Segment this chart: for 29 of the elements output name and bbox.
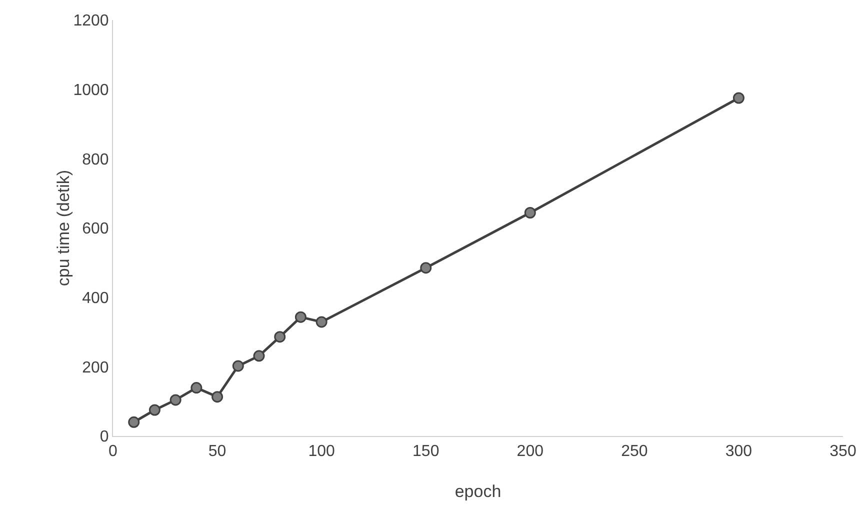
point bbox=[148, 404, 160, 416]
y-tick-label: 1000 bbox=[73, 82, 109, 99]
point bbox=[294, 311, 306, 323]
point bbox=[212, 391, 224, 403]
x-tick-label: 150 bbox=[412, 443, 440, 460]
point bbox=[253, 350, 265, 362]
point bbox=[420, 262, 432, 274]
y-tick-label: 400 bbox=[82, 290, 109, 307]
x-tick-label: 50 bbox=[208, 443, 226, 460]
point bbox=[128, 416, 140, 428]
y-tick-label: 1200 bbox=[73, 12, 109, 30]
point bbox=[170, 394, 182, 406]
y-tick-label: 800 bbox=[82, 151, 109, 168]
x-tick-label: 350 bbox=[830, 443, 856, 460]
x-tick-label: 250 bbox=[621, 443, 648, 460]
x-tick-label: 100 bbox=[308, 443, 336, 460]
point bbox=[232, 360, 244, 372]
x-axis-title: epoch bbox=[454, 482, 502, 501]
point bbox=[316, 316, 328, 328]
y-tick-label: 600 bbox=[82, 220, 109, 238]
y-axis-title: cpu time (detik) bbox=[54, 170, 73, 286]
point bbox=[274, 331, 286, 343]
point bbox=[190, 382, 202, 394]
x-tick-label: 300 bbox=[725, 443, 752, 460]
point bbox=[524, 207, 536, 218]
point bbox=[732, 92, 744, 104]
x-tick-label: 200 bbox=[516, 443, 544, 460]
y-tick-label: 0 bbox=[100, 428, 109, 446]
y-tick-label: 200 bbox=[82, 359, 109, 376]
